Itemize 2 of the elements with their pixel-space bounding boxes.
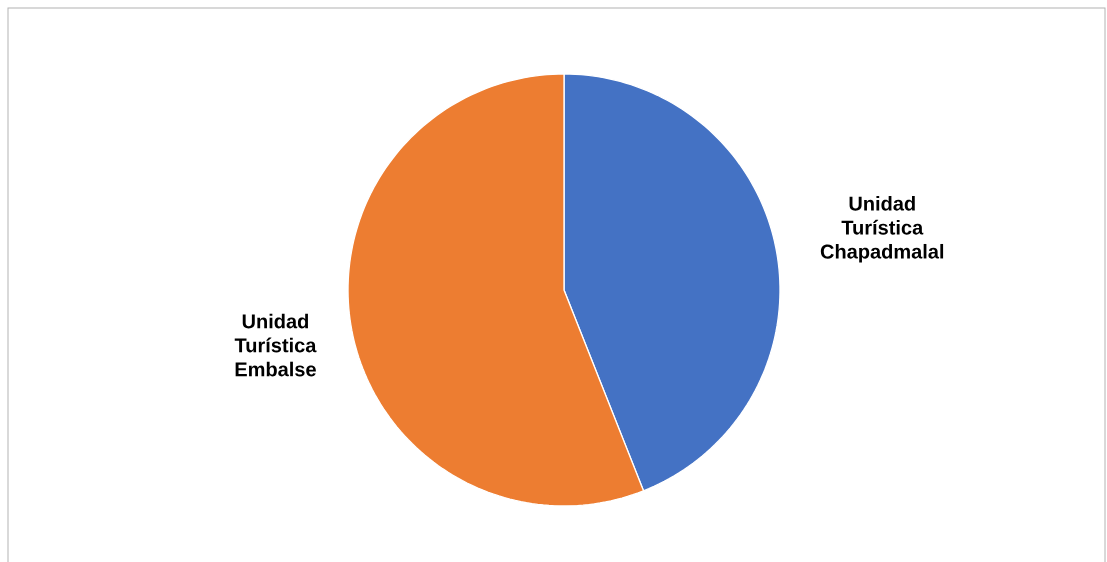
slice-label: Unidad Turística Embalse <box>234 313 317 377</box>
slice-label: Unidad Turística Chapadmalal <box>820 195 944 263</box>
